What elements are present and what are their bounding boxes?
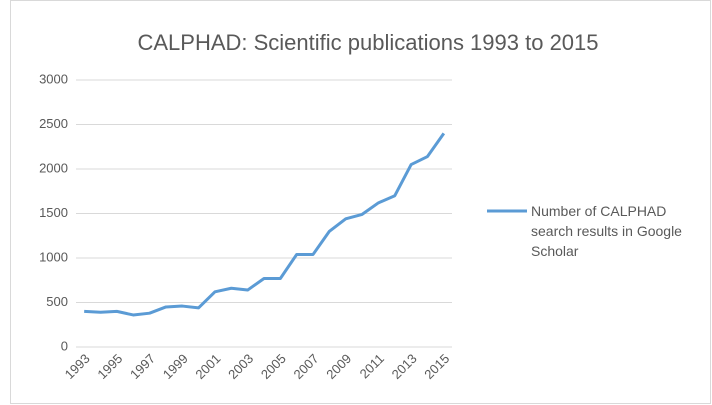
legend-label: Number of CALPHAD search results in Goog…	[531, 203, 682, 259]
chart-border	[10, 0, 711, 404]
y-tick-label: 0	[61, 338, 68, 353]
data-line	[84, 132, 446, 317]
y-tick-label: 1000	[39, 249, 68, 264]
chart-title: CALPHAD: Scientific publications 1993 to…	[137, 30, 598, 55]
y-tick-label: 1500	[39, 205, 68, 220]
y-tick-label: 3000	[39, 71, 68, 86]
y-tick-label: 2500	[39, 116, 68, 131]
y-tick-label: 500	[46, 294, 68, 309]
y-tick-label: 2000	[39, 160, 68, 175]
